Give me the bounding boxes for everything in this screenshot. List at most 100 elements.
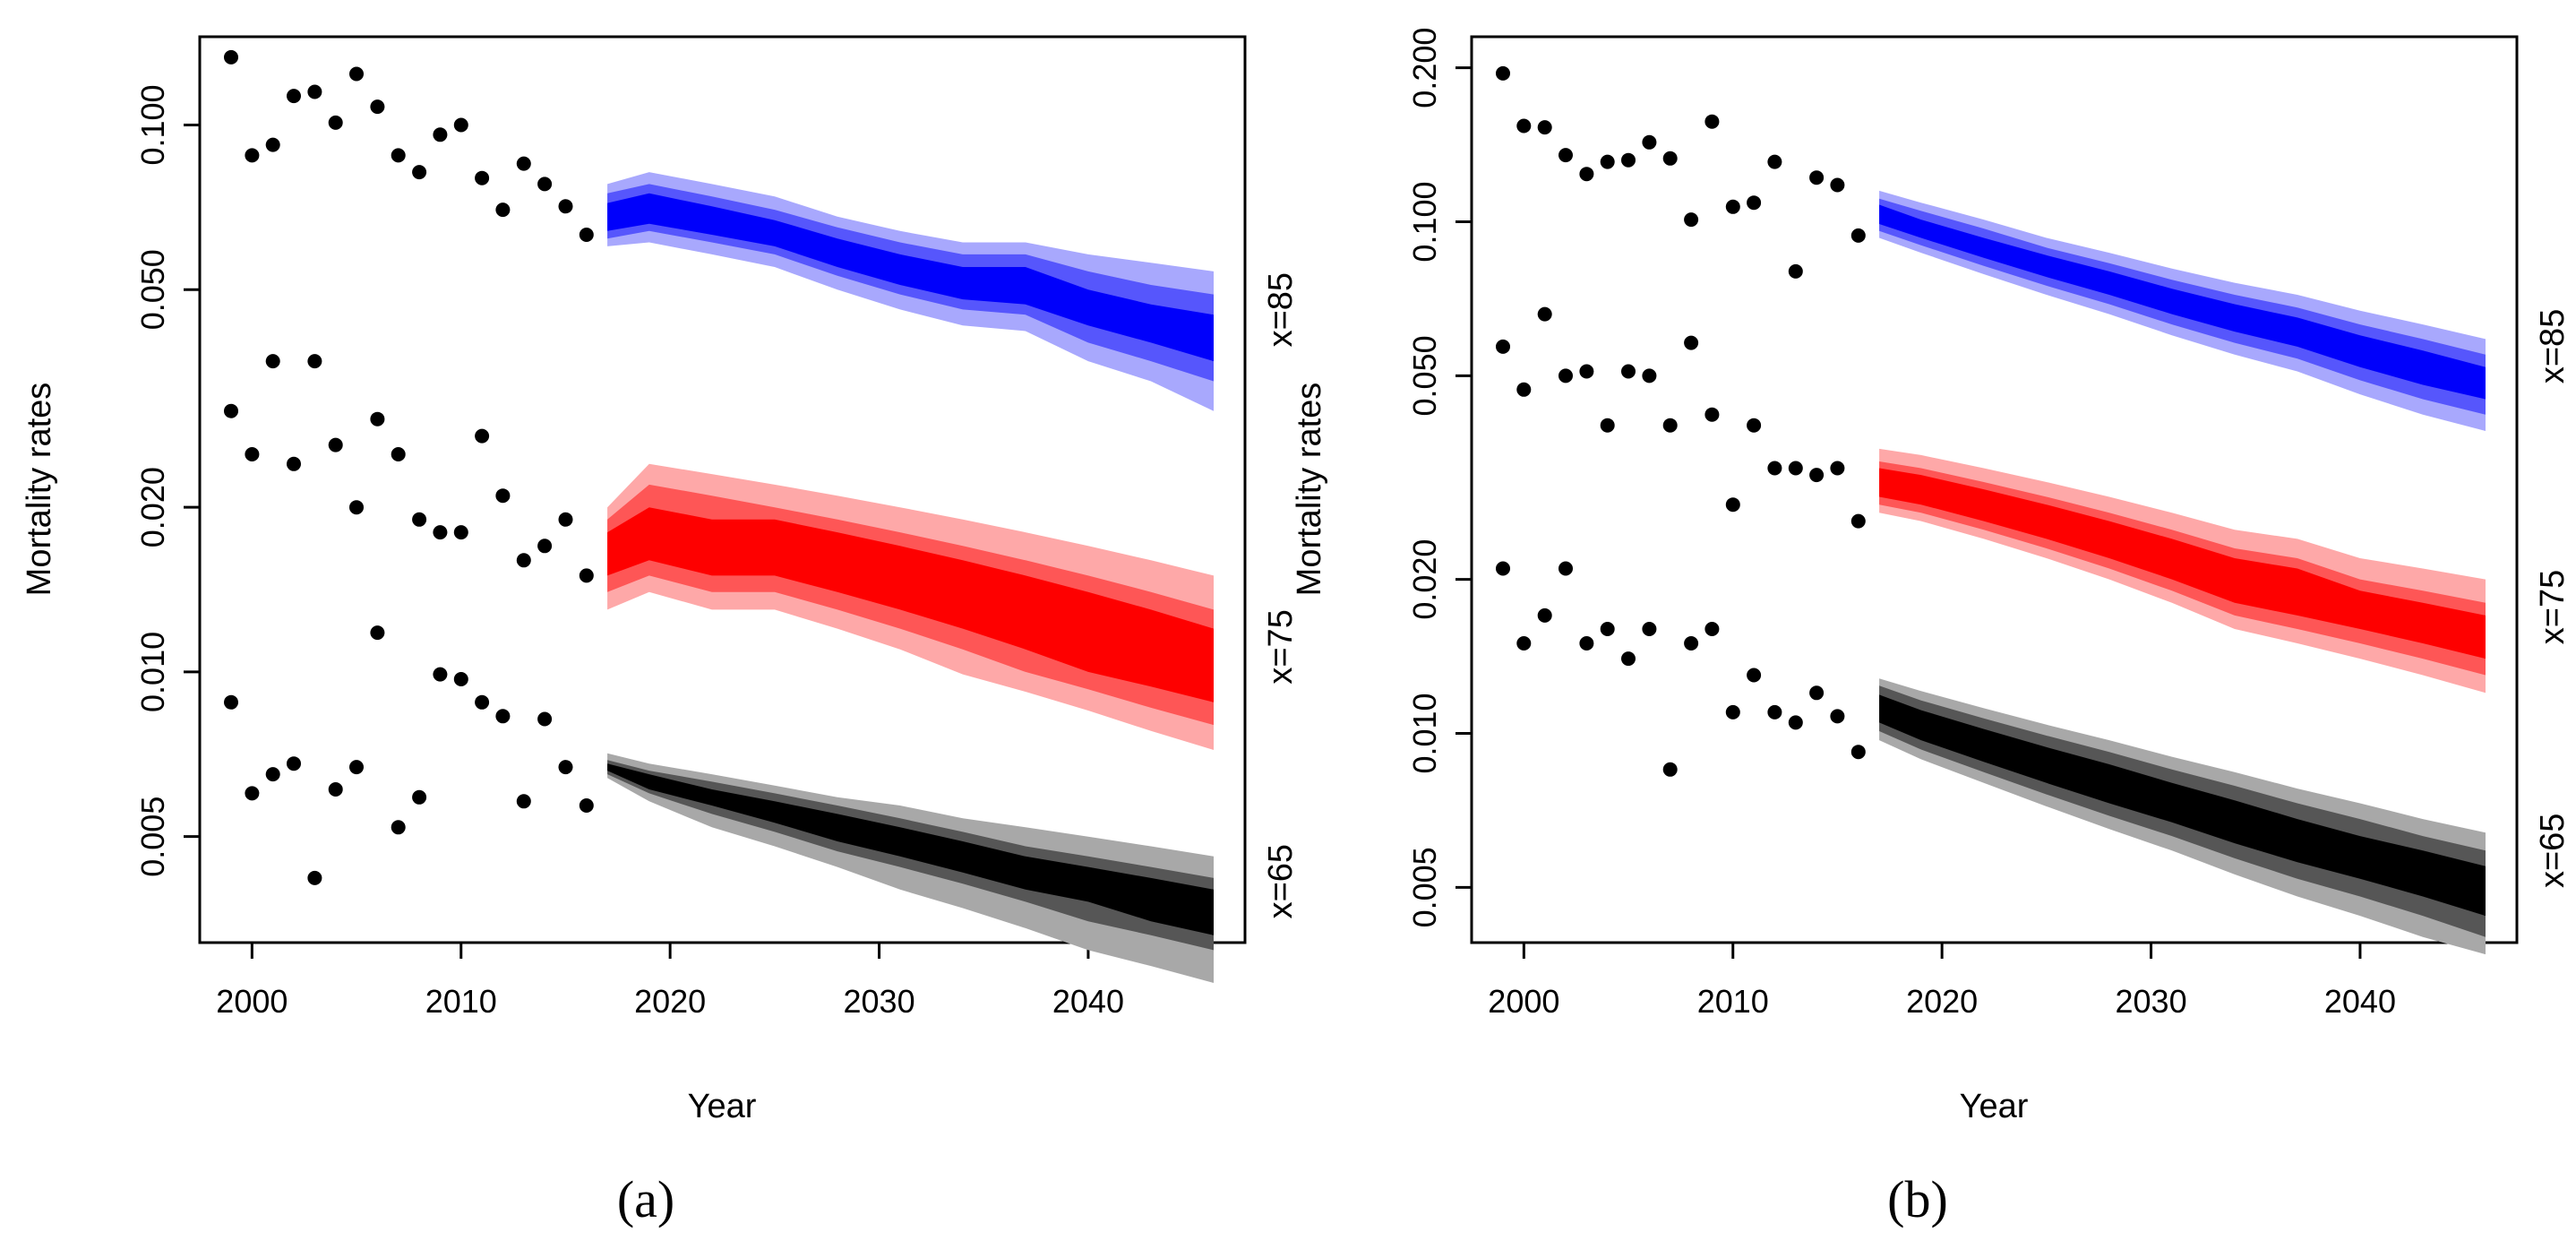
observed-point-x85 <box>1579 167 1594 182</box>
observed-point-x65 <box>516 794 531 809</box>
observed-point-x75 <box>579 568 594 583</box>
observed-point-x65 <box>1747 668 1762 683</box>
x-axis-label-a: Year <box>688 1088 757 1125</box>
observed-point-x65 <box>1684 636 1699 651</box>
observed-point-x75 <box>1830 461 1845 476</box>
observed-point-x75 <box>1516 382 1532 397</box>
observed-point-x75 <box>328 437 343 452</box>
observed-point-x85 <box>495 202 511 218</box>
observed-point-x75 <box>1788 461 1803 476</box>
forecast-band-x65-3 <box>607 763 1214 935</box>
observed-point-x85 <box>1537 120 1552 135</box>
observed-point-x85 <box>391 148 406 163</box>
panel-b: 2000 2010 2020 2030 2040 0.005 0.010 0.020 0.050… <box>1291 28 2572 1228</box>
observed-point-x75 <box>370 411 385 427</box>
forecast-band-x85-3 <box>607 193 1214 362</box>
forecast-band-x65-3 <box>1879 694 2486 917</box>
observed-point-x85 <box>1684 212 1699 228</box>
observed-point-x65 <box>1537 607 1552 623</box>
observed-point-x75 <box>433 525 448 540</box>
observed-point-x65 <box>265 767 280 782</box>
x-tick-label: 2000 <box>1488 983 1559 1020</box>
observed-point-x65 <box>475 694 490 710</box>
y-tick-label: 0.020 <box>134 467 171 547</box>
observed-point-x85 <box>412 165 427 180</box>
y-tick-label: 0.050 <box>1406 335 1443 416</box>
observed-point-x85 <box>349 66 364 82</box>
observed-point-x75 <box>475 428 490 444</box>
observed-point-x75 <box>1704 407 1720 422</box>
observed-point-x75 <box>1579 364 1594 379</box>
observed-point-x85 <box>370 99 385 115</box>
observed-point-x85 <box>1767 154 1782 169</box>
observed-point-x65 <box>328 782 343 797</box>
plot-frame-a <box>198 35 1247 944</box>
observed-point-x75 <box>516 553 531 568</box>
observed-point-x85 <box>475 170 490 185</box>
panel-a: 2000 2010 2020 2030 2040 0.005 0.010 0.020 0.050… <box>21 35 1300 1228</box>
observed-point-x75 <box>307 354 322 369</box>
observed-point-x65 <box>1850 745 1866 760</box>
caption-a: (a) <box>617 1170 674 1228</box>
observed-point-x85 <box>453 117 468 133</box>
observed-point-x85 <box>265 137 280 152</box>
x-tick-label: 2030 <box>2116 983 2187 1020</box>
observed-point-x75 <box>1662 418 1678 433</box>
observed-point-x85 <box>1662 151 1678 166</box>
observed-point-x65 <box>1725 704 1740 719</box>
observed-point-x85 <box>579 228 594 242</box>
observed-point-x85 <box>433 127 448 142</box>
observed-point-x75 <box>287 456 301 471</box>
observed-point-x65 <box>558 760 573 775</box>
observed-point-x75 <box>265 354 280 369</box>
y-tick-label: 0.100 <box>134 84 171 165</box>
observed-point-x75 <box>412 512 427 527</box>
x-tick-label: 2020 <box>634 983 706 1020</box>
observed-point-x75 <box>1558 368 1573 383</box>
observed-point-x85 <box>1725 199 1740 214</box>
observed-point-x65 <box>391 820 406 835</box>
observed-point-x75 <box>537 539 553 554</box>
observed-point-x65 <box>1704 622 1720 636</box>
observed-point-x85 <box>1704 114 1720 129</box>
observed-point-x85 <box>537 177 553 192</box>
observed-point-x65 <box>537 711 553 727</box>
observed-point-x75 <box>224 403 238 418</box>
observed-point-x65 <box>370 625 385 641</box>
observed-point-x65 <box>412 789 427 805</box>
x-tick-label: 2020 <box>1906 983 1978 1020</box>
observed-point-x75 <box>391 447 406 461</box>
observed-point-x65 <box>1830 709 1845 724</box>
series-label-x65: x=65 <box>1262 844 1300 918</box>
observed-point-x85 <box>1830 177 1845 193</box>
observed-point-x85 <box>1809 170 1825 185</box>
y-axis-label-a: Mortality rates <box>21 383 58 597</box>
y-tick-label: 0.010 <box>1406 693 1443 773</box>
observed-point-x75 <box>1725 497 1740 513</box>
series-label-x65: x=65 <box>2534 814 2572 888</box>
plot-area-a: 2000 2010 2020 2030 2040 0.005 0.010 0.020 0.050… <box>134 49 1300 1020</box>
observed-point-x65 <box>1642 622 1657 636</box>
observed-point-x85 <box>1621 152 1636 168</box>
forecast-band-x75-3 <box>1879 468 2486 659</box>
observed-point-x85 <box>307 84 322 99</box>
observed-point-x85 <box>328 115 343 130</box>
x-tick-label: 2040 <box>2324 983 2396 1020</box>
observed-point-x75 <box>453 525 468 540</box>
x-tick-label: 2000 <box>216 983 288 1020</box>
observed-point-x65 <box>579 798 594 813</box>
y-tick-label: 0.100 <box>1406 181 1443 262</box>
observed-point-x65 <box>495 709 511 724</box>
observed-point-x65 <box>1516 636 1532 651</box>
series-label-x75: x=75 <box>2534 570 2572 644</box>
observed-point-x75 <box>1537 306 1552 322</box>
series-label-x75: x=75 <box>1262 609 1300 684</box>
observed-point-x75 <box>1642 368 1657 383</box>
x-axis-label-b: Year <box>1960 1088 2029 1125</box>
observed-point-x85 <box>516 156 531 171</box>
observed-point-x85 <box>287 89 301 104</box>
y-tick-label: 0.010 <box>134 632 171 712</box>
observed-point-x75 <box>1747 418 1762 433</box>
observed-point-x85 <box>1558 148 1573 163</box>
